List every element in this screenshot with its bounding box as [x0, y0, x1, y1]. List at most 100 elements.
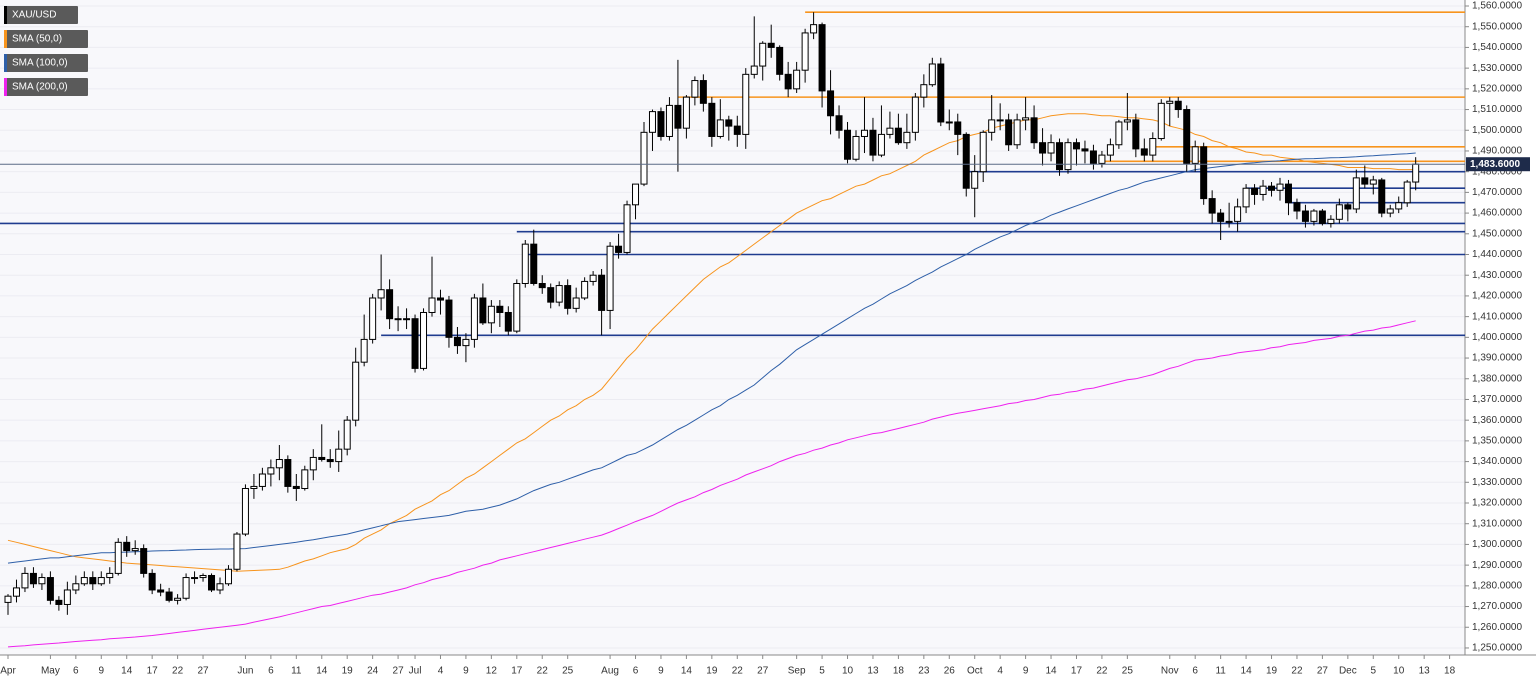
candle-body: [479, 297, 487, 324]
candle-body: [818, 24, 826, 92]
x-tick-label: 9: [1023, 666, 1029, 677]
candle-body: [1276, 183, 1284, 191]
candle-body: [106, 572, 114, 579]
candle-body: [742, 73, 750, 135]
candle-body: [1369, 179, 1377, 185]
candle-body: [80, 577, 88, 585]
candle-body: [1318, 210, 1326, 224]
candle-body: [208, 574, 216, 591]
x-tick-label: 12: [486, 666, 498, 677]
candle-body: [589, 274, 597, 282]
x-tick-label: 22: [1291, 666, 1303, 677]
legend-label: SMA (200,0): [12, 82, 68, 93]
candle-body: [1335, 204, 1343, 220]
legend-box: [4, 54, 88, 72]
candle-body: [436, 297, 444, 301]
candle-body: [971, 171, 979, 189]
candle-body: [1039, 142, 1047, 154]
candle-body: [199, 574, 207, 579]
candle-body: [148, 572, 156, 591]
candle-body: [564, 285, 572, 309]
candle-body: [632, 183, 640, 206]
y-tick-label: 1,450.0000: [1472, 228, 1522, 239]
candle-body: [1157, 102, 1165, 140]
candle-body: [1115, 121, 1123, 146]
candle-body: [335, 448, 343, 463]
last-price-box: [1466, 157, 1530, 172]
candle-body: [1183, 109, 1191, 164]
y-tick-label: 1,390.0000: [1472, 353, 1522, 364]
x-tick-label: 13: [867, 666, 879, 677]
x-tick-label: 6: [633, 666, 639, 677]
y-tick-label: 1,320.0000: [1472, 498, 1522, 509]
candle-body: [21, 572, 29, 589]
candle-body: [1056, 142, 1064, 171]
candle-body: [403, 318, 411, 321]
legend-label: SMA (100,0): [12, 58, 68, 69]
candle-body: [1005, 119, 1013, 146]
candle-body: [903, 131, 911, 144]
candle-body: [4, 595, 12, 603]
candle-body: [674, 104, 682, 129]
x-tick-label: 9: [463, 666, 469, 677]
candle-body: [954, 121, 962, 135]
y-tick-label: 1,490.0000: [1472, 146, 1522, 157]
x-tick-label: 25: [1122, 666, 1134, 677]
candle-body: [623, 204, 631, 253]
x-tick-label: Dec: [1339, 666, 1357, 677]
x-tick-label: Nov: [1161, 666, 1179, 677]
candle-body: [1268, 185, 1276, 191]
x-tick-label: 27: [757, 666, 769, 677]
legend-swatch: [4, 78, 7, 96]
candle-body: [1344, 204, 1352, 210]
candle-body: [140, 548, 148, 574]
candle-body: [776, 46, 784, 75]
candle-body: [131, 548, 139, 552]
candle-body: [1030, 117, 1038, 144]
legend-swatch: [4, 54, 7, 72]
candle-body: [1022, 117, 1030, 121]
legend-box: [4, 78, 88, 96]
candle-body: [945, 121, 953, 124]
candle-body: [1089, 150, 1097, 164]
candle-body: [191, 577, 199, 580]
candle-body: [682, 96, 690, 129]
candle-body: [835, 115, 843, 131]
candle-body: [1166, 100, 1174, 104]
candle-body: [996, 119, 1004, 122]
y-tick-label: 1,540.0000: [1472, 42, 1522, 53]
y-tick-label: 1,280.0000: [1472, 580, 1522, 591]
candle-body: [63, 589, 71, 605]
x-tick-label: 18: [1444, 666, 1456, 677]
x-tick-label: Oct: [967, 666, 983, 677]
candle-body: [699, 80, 707, 104]
x-tick-label: 22: [732, 666, 744, 677]
candle-body: [1064, 142, 1072, 171]
x-tick-label: 26: [944, 666, 956, 677]
candle-body: [555, 285, 563, 303]
candle-body: [1234, 206, 1242, 222]
candle-body: [301, 469, 309, 490]
y-tick-label: 1,470.0000: [1472, 187, 1522, 198]
candle-body: [394, 318, 402, 321]
candle-body: [1242, 187, 1250, 208]
candle-body: [123, 541, 131, 552]
x-tick-label: 5: [819, 666, 825, 677]
candle-body: [1310, 210, 1318, 222]
y-tick-label: 1,440.0000: [1472, 249, 1522, 260]
candle-body: [810, 24, 818, 34]
x-tick-label: 27: [393, 666, 405, 677]
candle-body: [733, 125, 741, 135]
x-tick-label: 5: [1370, 666, 1376, 677]
candle-body: [1174, 100, 1182, 111]
candle-body: [377, 289, 385, 299]
candle-body: [962, 133, 970, 189]
candle-body: [55, 599, 63, 605]
x-tick-label: 14: [121, 666, 133, 677]
legend-box: [4, 6, 78, 24]
last-price-label: 1,483.6000: [1470, 159, 1520, 170]
candle-body: [267, 467, 275, 475]
candle-body: [284, 459, 292, 487]
candle-body: [275, 459, 283, 469]
